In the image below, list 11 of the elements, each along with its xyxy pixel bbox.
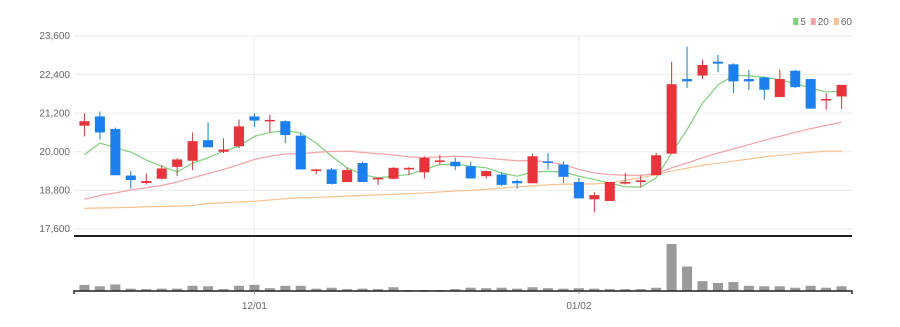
y-tick-label: 22,400 [39,70,70,81]
y-tick-label: 21,200 [39,108,70,120]
y-tick-label: 18,800 [39,186,70,197]
y-tick-label: 20,000 [39,146,70,158]
legend-label: 60 [840,17,852,28]
y-tick-label: 17,600 [39,224,70,236]
y-tick-label: 23,600 [39,31,70,42]
legend-label: 20 [818,17,830,28]
x-tick-label: 12/01 [242,301,268,312]
x-tick-label: 01/02 [566,301,592,312]
legend-label: 5 [800,17,806,28]
